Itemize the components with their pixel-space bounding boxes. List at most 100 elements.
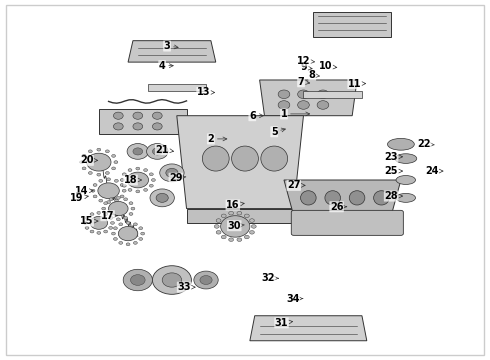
Circle shape [133, 112, 143, 119]
Circle shape [118, 226, 138, 241]
Circle shape [120, 195, 124, 198]
Text: 12: 12 [297, 56, 315, 66]
Text: 19: 19 [70, 193, 88, 203]
Text: 10: 10 [318, 62, 337, 71]
Text: 21: 21 [155, 145, 173, 155]
Text: 26: 26 [330, 202, 346, 212]
Circle shape [129, 212, 133, 215]
Circle shape [123, 198, 127, 201]
Ellipse shape [202, 146, 229, 171]
Circle shape [127, 144, 148, 159]
Circle shape [127, 172, 148, 188]
Circle shape [114, 161, 118, 163]
Circle shape [152, 123, 162, 130]
Circle shape [82, 167, 86, 170]
Circle shape [152, 148, 162, 155]
Circle shape [109, 202, 128, 216]
Polygon shape [187, 208, 294, 223]
Circle shape [104, 230, 108, 233]
Text: 23: 23 [385, 152, 403, 162]
Circle shape [194, 271, 218, 289]
Text: 22: 22 [417, 139, 434, 149]
Circle shape [317, 90, 329, 99]
Text: 9: 9 [300, 63, 312, 72]
Circle shape [122, 173, 126, 176]
Circle shape [90, 216, 108, 229]
Ellipse shape [325, 191, 341, 205]
Text: 5: 5 [271, 127, 285, 137]
Circle shape [122, 189, 126, 192]
Circle shape [97, 148, 101, 151]
Text: 14: 14 [75, 186, 93, 196]
Circle shape [93, 195, 97, 198]
Circle shape [114, 227, 118, 230]
Circle shape [114, 123, 123, 130]
Circle shape [107, 201, 111, 203]
Circle shape [144, 189, 147, 191]
Circle shape [111, 221, 115, 224]
Circle shape [128, 169, 132, 171]
Circle shape [139, 227, 143, 230]
Circle shape [98, 183, 119, 199]
Ellipse shape [388, 138, 415, 150]
Circle shape [97, 211, 101, 214]
Circle shape [109, 226, 113, 229]
Circle shape [97, 173, 101, 176]
Circle shape [114, 112, 123, 119]
Circle shape [93, 184, 97, 186]
Text: 31: 31 [275, 318, 293, 328]
Circle shape [82, 154, 86, 157]
Polygon shape [313, 12, 391, 37]
Circle shape [116, 218, 120, 221]
Ellipse shape [349, 191, 365, 205]
Circle shape [126, 243, 130, 246]
Circle shape [99, 179, 103, 182]
Circle shape [249, 219, 254, 222]
Circle shape [85, 216, 89, 219]
Text: 4: 4 [159, 61, 173, 71]
Circle shape [126, 221, 130, 224]
Circle shape [136, 190, 140, 193]
Circle shape [152, 266, 192, 294]
Circle shape [97, 231, 101, 234]
Circle shape [216, 219, 221, 222]
Circle shape [149, 173, 153, 176]
Circle shape [112, 154, 116, 157]
Circle shape [88, 171, 92, 174]
Polygon shape [177, 116, 303, 208]
Circle shape [120, 179, 124, 181]
Circle shape [136, 167, 140, 170]
Circle shape [123, 269, 152, 291]
Ellipse shape [232, 146, 258, 171]
Text: 2: 2 [208, 134, 227, 144]
Circle shape [151, 179, 155, 181]
Circle shape [87, 153, 111, 171]
Circle shape [109, 216, 113, 219]
Circle shape [90, 213, 94, 216]
Text: 25: 25 [385, 166, 403, 176]
FancyBboxPatch shape [291, 210, 403, 235]
Circle shape [156, 193, 168, 202]
Polygon shape [260, 80, 357, 116]
Circle shape [245, 214, 249, 217]
Text: 3: 3 [164, 41, 178, 51]
Ellipse shape [395, 154, 417, 163]
Circle shape [133, 123, 143, 130]
Circle shape [200, 275, 212, 284]
Circle shape [317, 101, 329, 109]
Circle shape [144, 169, 147, 171]
Circle shape [130, 275, 145, 285]
Text: 6: 6 [249, 111, 263, 121]
Text: 20: 20 [80, 156, 98, 165]
Circle shape [119, 223, 122, 226]
Text: 7: 7 [297, 77, 310, 87]
Text: 15: 15 [80, 216, 98, 226]
Circle shape [128, 189, 132, 191]
Circle shape [112, 232, 116, 235]
Circle shape [237, 211, 242, 215]
Circle shape [112, 167, 116, 170]
Circle shape [105, 150, 109, 153]
Ellipse shape [374, 191, 389, 205]
Text: 28: 28 [384, 191, 403, 201]
Text: 34: 34 [286, 294, 303, 303]
